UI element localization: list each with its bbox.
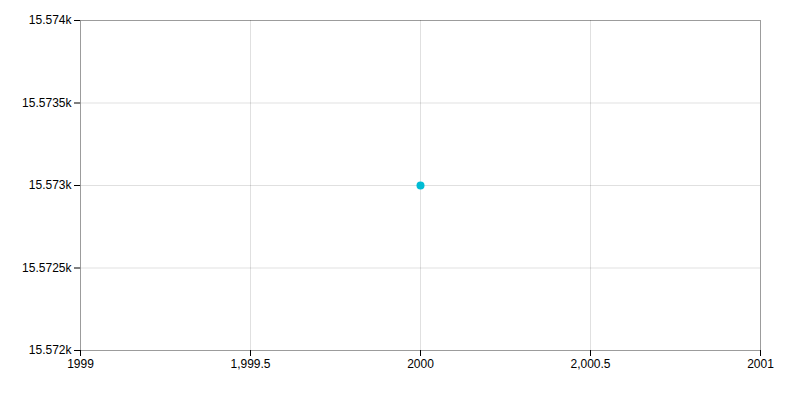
svg-text:15.573k: 15.573k [29,178,73,192]
svg-text:15.574k: 15.574k [29,13,73,27]
svg-text:15.5735k: 15.5735k [22,96,72,110]
svg-text:2000: 2000 [407,357,434,371]
svg-text:2,000.5: 2,000.5 [570,357,610,371]
svg-text:1,999.5: 1,999.5 [230,357,270,371]
svg-text:15.572k: 15.572k [29,343,73,357]
svg-text:2001: 2001 [747,357,774,371]
svg-text:1999: 1999 [67,357,94,371]
svg-text:15.5725k: 15.5725k [22,261,72,275]
